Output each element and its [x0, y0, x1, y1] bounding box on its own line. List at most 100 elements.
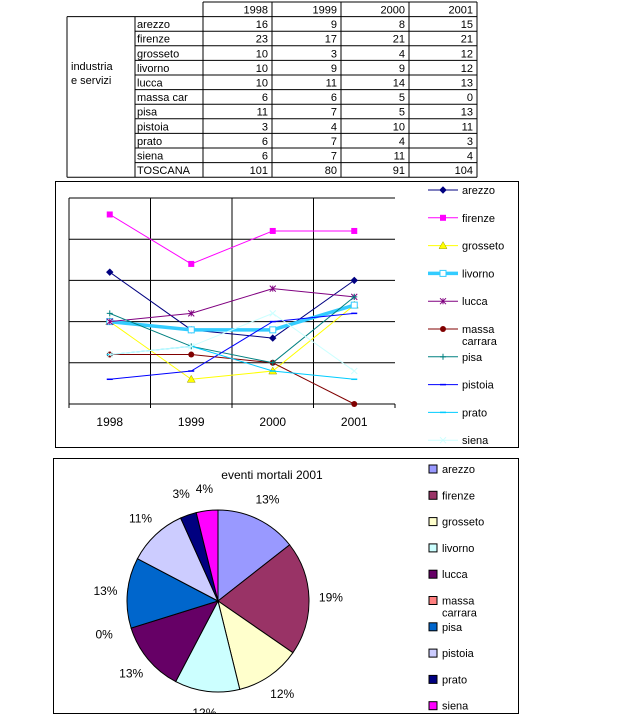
table-cell: 9: [331, 63, 337, 75]
legend-item: prato: [428, 674, 467, 686]
data-table: 1998 1999 2000 2001 industria e servizi arezzo…: [0, 0, 623, 180]
legend-item: arezzo: [428, 464, 475, 476]
legend-label: lucca: [462, 296, 489, 308]
legend-item: grosseto: [428, 517, 484, 529]
data-point: [106, 318, 114, 325]
table-cell: 101: [250, 165, 268, 177]
legend-label: livorno: [442, 543, 474, 555]
legend-label: pisa: [462, 352, 483, 364]
year-header: 2001: [449, 5, 473, 17]
table-cell: 23: [256, 34, 268, 46]
legend-label: siena: [462, 435, 489, 447]
series-line: [109, 271, 355, 339]
table-cell: 13: [461, 107, 473, 119]
legend-item: grosseto: [428, 241, 504, 253]
data-point: [351, 401, 358, 407]
legend-item: prato: [428, 407, 487, 419]
data-point: [187, 326, 195, 334]
table-cell: 10: [393, 121, 405, 133]
table-cell: 91: [393, 165, 405, 177]
data-point: [188, 351, 195, 358]
slice-label: 3%: [172, 487, 190, 501]
pie-slice-livorno: [175, 599, 241, 693]
data-point: [186, 374, 196, 383]
data-point: [350, 301, 358, 309]
data-point: [106, 310, 113, 317]
table-cell: 5: [399, 107, 405, 119]
legend-swatch: [428, 622, 438, 632]
series-firenze: [106, 211, 358, 267]
data-point: [269, 227, 276, 234]
chart-title: eventi mortali 2001: [221, 468, 323, 482]
row-name: firenze: [137, 34, 170, 46]
table-cell: 7: [331, 151, 337, 163]
x-tick-label: 1998: [96, 415, 123, 429]
data-point: [187, 342, 195, 350]
data-point: [351, 293, 358, 300]
legend-item: firenze: [428, 213, 495, 225]
legend-swatch: [428, 596, 438, 605]
table-cell: 7: [331, 107, 337, 119]
legend-label: carrara: [442, 608, 478, 620]
table-cell: 13: [461, 78, 473, 90]
legend-item: lucca: [428, 569, 469, 581]
row-name: massa car: [137, 92, 188, 104]
marker-stroke: [439, 436, 447, 444]
legend-marker: [440, 353, 446, 360]
table-cell: 6: [262, 151, 268, 163]
row-name: prato: [137, 136, 162, 148]
legend-label: pistoia: [462, 380, 495, 392]
series-line: [109, 312, 355, 380]
pie-slice-grosseto: [217, 599, 294, 690]
legend-marker: [440, 326, 446, 332]
row-name: pistoia: [137, 121, 170, 133]
row-name: TOSCANA: [137, 165, 191, 177]
marker-stroke: [350, 367, 358, 375]
data-point: [187, 310, 195, 317]
legend-item: livorno: [428, 268, 494, 280]
table-cell: 11: [257, 107, 268, 119]
data-table-grid: 1998 1999 2000 2001 industria e servizi arezzo…: [66, 1, 478, 178]
table-cell: 4: [331, 121, 337, 133]
legend-label: siena: [442, 701, 469, 713]
data-point: [269, 326, 277, 334]
table-cell: 9: [399, 63, 405, 75]
marker-stroke: [106, 351, 114, 358]
legend-label: massa: [462, 324, 495, 336]
legend-marker: [439, 436, 447, 444]
legend-swatch: [428, 543, 438, 553]
legend-label: grosseto: [462, 241, 504, 253]
table-cell: 12: [461, 48, 473, 60]
legend-swatch: [428, 490, 438, 500]
legend-item: siena: [428, 701, 469, 713]
legend-swatch: [428, 674, 438, 684]
table-cell: 10: [256, 78, 268, 90]
series-line: [109, 312, 355, 372]
legend-marker: [438, 241, 448, 249]
series-line: [109, 214, 355, 265]
legend-label: livorno: [462, 268, 494, 280]
row-name: pisa: [137, 107, 158, 119]
legend-label: carrara: [462, 336, 498, 348]
data-point: [106, 351, 114, 358]
legend-swatch: [428, 569, 438, 579]
pie-chart: eventi mortali 2001 13% 19% 12% 12% 13% 0% 13% 1…: [93, 464, 484, 718]
table-cell: 11: [326, 78, 337, 90]
row-name: arezzo: [137, 19, 170, 31]
marker-stroke: [187, 342, 195, 350]
legend-item: pisa: [428, 352, 483, 364]
table-cell: 11: [462, 121, 473, 133]
legend-marker: [439, 269, 447, 277]
legend-label: arezzo: [442, 464, 475, 476]
table-cell: 10: [256, 63, 268, 75]
legend-label: pisa: [442, 622, 463, 634]
table-cell: 4: [399, 136, 405, 148]
data-point: [188, 260, 195, 267]
pie-slice-pisa: [126, 558, 220, 629]
legend-swatch: [428, 517, 438, 527]
slice-label: 13%: [255, 492, 279, 506]
legend-item: firenze: [428, 490, 475, 502]
data-point: [350, 276, 358, 285]
